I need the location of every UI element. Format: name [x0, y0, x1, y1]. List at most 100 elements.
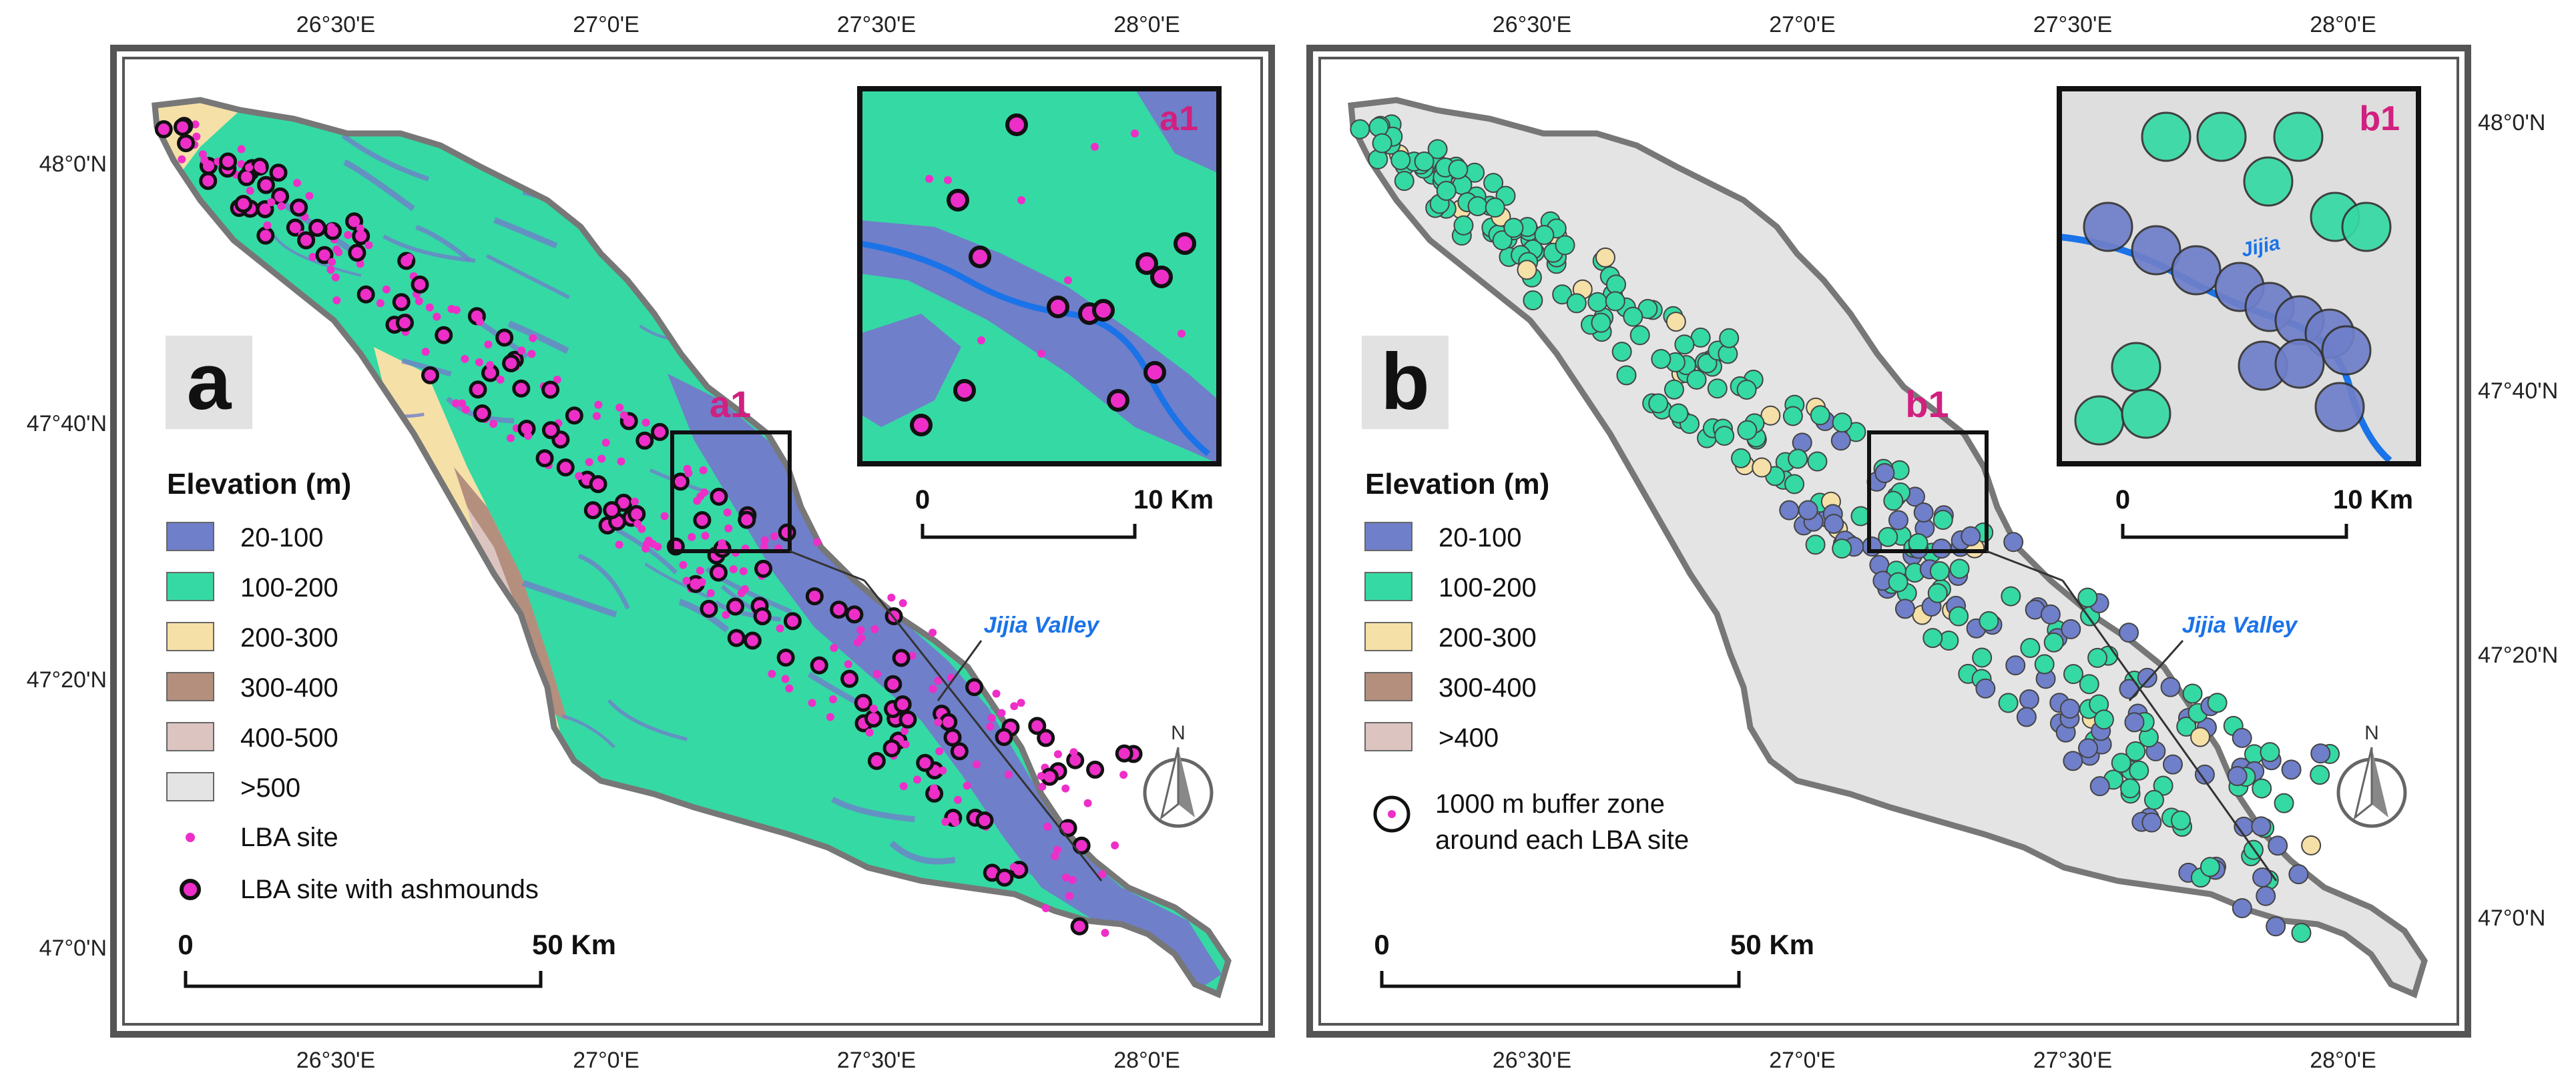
lba-site-marker — [484, 340, 493, 349]
buffer-zone-marker — [1832, 539, 1852, 559]
ashmound-site-marker — [535, 449, 554, 468]
buffer-zone-marker — [2111, 342, 2161, 392]
buffer-zone-marker — [1517, 260, 1537, 280]
buffer-zone-marker — [1807, 451, 1828, 472]
lba-site-marker — [641, 418, 650, 427]
lba-site-icon — [186, 833, 195, 842]
lba-site-marker — [941, 817, 950, 826]
ashmound-site-marker — [308, 218, 326, 237]
lba-site-marker — [701, 531, 710, 540]
buffer-zone-marker — [1707, 378, 1728, 399]
ashmound-site-marker — [348, 244, 366, 262]
buffer-zone-marker — [2016, 707, 2037, 727]
buffer-zone-marker — [1736, 379, 1757, 400]
buffer-zone-marker — [1933, 510, 1953, 530]
leader-line — [2061, 580, 2278, 881]
buffer-zone-marker — [2121, 388, 2171, 439]
inset-frame — [2057, 86, 2421, 466]
lon-label: 26°30'E — [296, 12, 375, 37]
lba-site-marker — [688, 532, 696, 541]
lba-site-marker — [594, 400, 603, 409]
buffer-zone-marker — [1922, 628, 1943, 649]
buffer-zone-marker — [2019, 689, 2039, 710]
lba-site-marker — [1051, 852, 1059, 861]
ashmound-site-marker — [435, 326, 453, 344]
ashmound-site-marker — [395, 314, 414, 332]
lba-site-marker — [679, 561, 688, 569]
ashmound-site-marker — [753, 607, 772, 626]
lat-label: 47°0'N — [2478, 906, 2545, 931]
valley-streak — [644, 563, 710, 599]
lba-site-marker — [869, 705, 878, 713]
leader-line — [2128, 640, 2184, 701]
ashmound-site-marker — [840, 669, 859, 688]
lba-site-marker — [553, 375, 561, 384]
ashmound-site-marker — [565, 406, 583, 425]
lba-site-marker — [992, 689, 1001, 698]
lba-site-marker — [263, 221, 272, 230]
lon-label: 26°30'E — [1493, 1048, 1571, 1073]
legend-title: Elevation (m) — [1365, 468, 1549, 500]
panel-b-zoom-box — [1867, 430, 1989, 553]
lba-site-marker — [344, 231, 352, 240]
buffer-zone-marker — [1523, 290, 1543, 311]
lba-site-marker — [633, 519, 642, 528]
buffer-zone-marker — [2252, 867, 2273, 887]
lon-label: 28°0'E — [1113, 1048, 1180, 1073]
river-line — [860, 240, 1210, 456]
ashmound-site-marker — [234, 195, 253, 214]
buffer-zone-marker — [2141, 812, 2162, 833]
ashmound-site-marker — [700, 599, 718, 618]
buffer-zone-marker — [2077, 587, 2098, 608]
lba-site-marker — [1178, 330, 1186, 338]
inset-lowland — [860, 314, 961, 427]
lba-site-marker — [722, 611, 730, 619]
buffer-zone-marker — [1752, 457, 1772, 478]
lba-site-marker — [1064, 276, 1072, 284]
lba-site-marker — [768, 669, 776, 678]
ashmound-site-marker — [738, 510, 756, 529]
lba-site-marker — [939, 766, 947, 775]
buffer-zone-marker — [2089, 776, 2110, 797]
lba-site-marker — [898, 599, 907, 607]
lba-site-marker — [585, 458, 593, 466]
lba-site-marker — [1017, 699, 1025, 707]
buffer-zone-marker — [1975, 678, 1996, 699]
lba-site-marker — [575, 472, 583, 480]
lba-site-marker — [293, 179, 302, 188]
ashmound-site-marker — [583, 501, 602, 520]
lba-site-marker — [277, 202, 286, 210]
buffer-zone-marker — [1719, 328, 1740, 348]
lba-site-marker — [267, 198, 276, 207]
buffer-zone-marker — [2143, 789, 2164, 810]
inset-scale-start: 0 — [915, 485, 930, 514]
lba-site-marker — [899, 782, 908, 791]
lba-site-marker — [527, 350, 536, 358]
buffer-zone-marker — [1737, 420, 1758, 440]
ashmound-site-marker — [1086, 760, 1105, 779]
legend-swatch — [1364, 622, 1412, 651]
inset-scale-bar — [2121, 524, 2348, 539]
ashmound-site-marker — [810, 656, 828, 675]
lat-label: 47°20'N — [2478, 643, 2558, 668]
lba-site-marker — [953, 795, 962, 804]
valley-streak — [830, 796, 915, 823]
panel-b-buffers — [1350, 114, 2340, 944]
valley-label: Jijia Valley — [984, 613, 1101, 638]
buffer-zone-marker — [2078, 738, 2099, 759]
ashmound-site-marker — [965, 678, 984, 697]
lba-site-marker — [447, 305, 456, 314]
lba-site-marker — [356, 224, 364, 233]
lba-site-marker — [1131, 129, 1139, 137]
lba-site-marker — [597, 454, 606, 463]
buffer-zone-marker — [1894, 599, 1915, 619]
buffer-zone-marker — [2063, 751, 2083, 771]
legend-item-label: 20-100 — [1439, 523, 1522, 553]
ashmound-site-marker — [541, 380, 560, 399]
panel-a-lon-top: 26°30'E 27°0'E 27°30'E 28°0'E — [296, 12, 1180, 37]
buffer-zone-marker — [1555, 235, 1575, 256]
buffer-zone-marker — [1448, 159, 1469, 180]
scale-end: 50 Km — [532, 929, 616, 960]
legend-item-label: >500 — [240, 773, 300, 803]
